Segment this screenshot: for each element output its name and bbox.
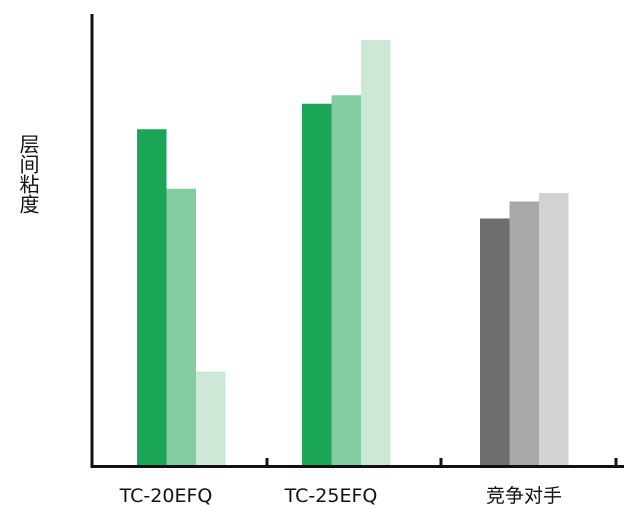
bar-3-3 [539, 193, 569, 465]
y-axis-label: 层间粘度 [16, 134, 40, 214]
x-tick-label-3: 竞争对手 [486, 485, 562, 507]
bar-3-2 [509, 201, 539, 465]
x-ticks-layer [265, 458, 618, 467]
bar-3-1 [480, 218, 510, 465]
bar-1-3 [196, 371, 226, 465]
bar-1-2 [166, 188, 196, 465]
bar-2-3 [361, 40, 391, 465]
bar-2-1 [302, 103, 332, 465]
bar-2-2 [331, 95, 361, 465]
x-tick-label-1: TC-20EFQ [119, 485, 213, 507]
bars-layer [137, 40, 569, 465]
x-tick-label-2: TC-25EFQ [284, 485, 378, 507]
x-tick-labels-layer: TC-20EFQ TC-25EFQ 竞争对手 [119, 485, 562, 507]
bar-1-1 [137, 129, 167, 465]
